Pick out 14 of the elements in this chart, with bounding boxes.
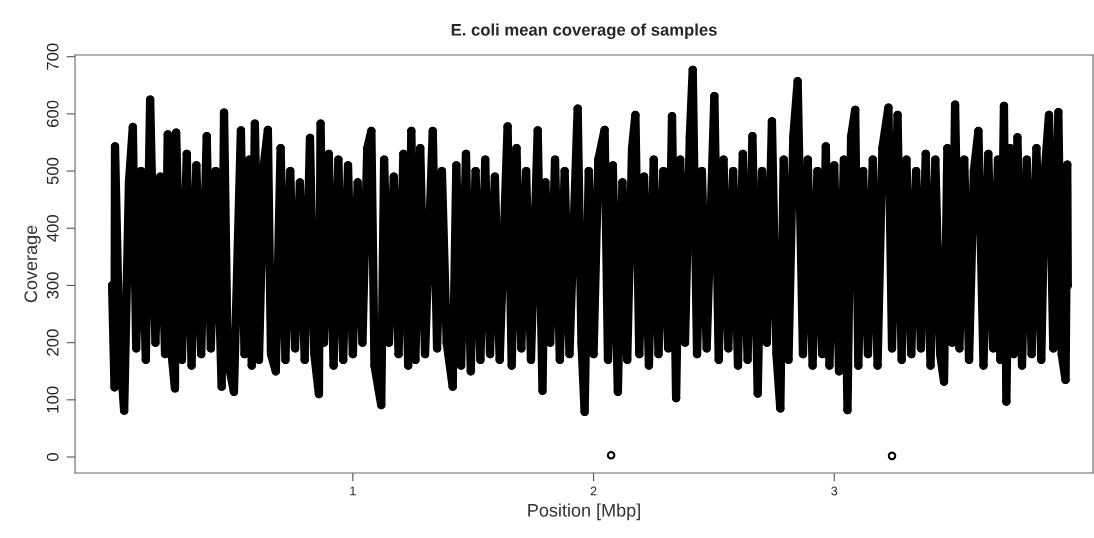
- x-axis-title: Position [Mbp]: [528, 503, 640, 521]
- y-axis-title: Coverage: [24, 225, 41, 303]
- y-tick-label: 0: [46, 453, 59, 461]
- x-tick-label: 3: [831, 486, 838, 496]
- y-tick-label: 700: [46, 43, 59, 70]
- chart-title: E. coli mean coverage of samples: [451, 23, 717, 40]
- y-tick-label: 200: [46, 329, 59, 356]
- y-tick-label: 600: [46, 100, 59, 127]
- y-tick-label: 100: [46, 386, 59, 413]
- x-tick-label: 2: [590, 486, 597, 496]
- y-tick-label: 300: [46, 272, 59, 299]
- x-tick-label: 1: [350, 486, 356, 496]
- y-tick-label: 400: [46, 215, 59, 242]
- y-tick-label: 500: [46, 157, 59, 185]
